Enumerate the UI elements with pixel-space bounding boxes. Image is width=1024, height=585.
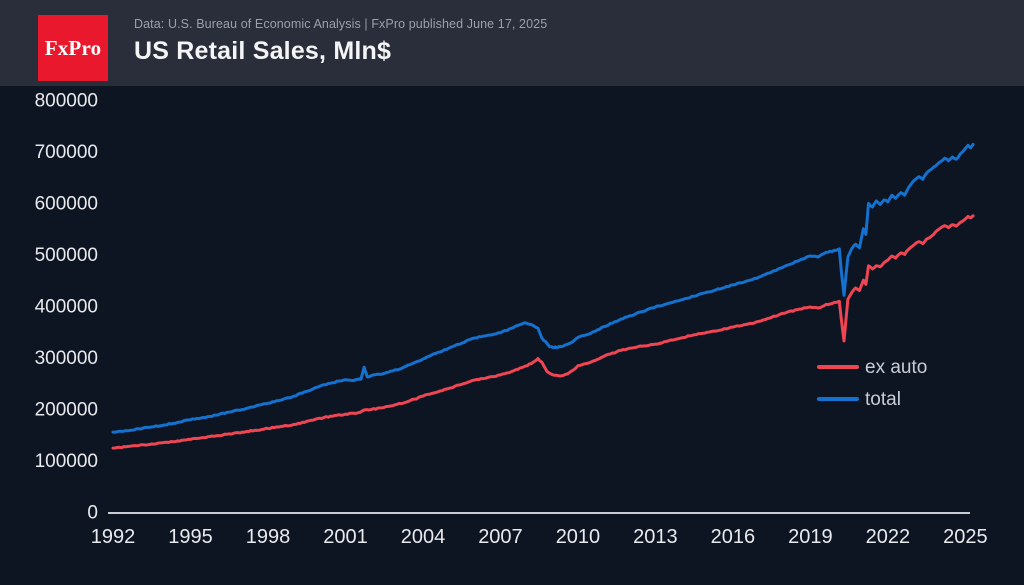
x-axis-label: 2007: [478, 526, 523, 548]
x-axis-label: 2004: [401, 526, 446, 548]
logo-text: FxPro: [44, 35, 102, 60]
y-axis-label: 600000: [35, 194, 98, 215]
x-axis-label: 2013: [633, 526, 678, 548]
header-bar: FxPro Data: U.S. Bureau of Economic Anal…: [0, 0, 1024, 86]
x-axis-label: 2025: [943, 526, 988, 548]
y-axis-label: 300000: [35, 348, 98, 369]
x-axis-label: 2001: [323, 526, 368, 548]
x-axis-label: 2016: [711, 526, 756, 548]
x-axis-label: 1998: [246, 526, 291, 548]
y-axis-label: 0: [87, 503, 98, 524]
y-axis-label: 200000: [35, 400, 98, 421]
chart-legend: ex auto total: [817, 351, 927, 415]
chart-title: US Retail Sales, Mln$: [134, 37, 392, 65]
legend-swatch-total: [817, 397, 859, 401]
legend-item-ex-auto: ex auto: [817, 351, 927, 383]
series-line-ex-auto: [111, 214, 975, 450]
y-axis-label: 400000: [35, 297, 98, 318]
x-axis-label: 2019: [788, 526, 833, 548]
data-source-caption: Data: U.S. Bureau of Economic Analysis |…: [134, 17, 548, 31]
y-axis-label: 500000: [35, 245, 98, 266]
x-axis-label: 1995: [168, 526, 213, 548]
y-axis-label: 100000: [35, 451, 98, 472]
y-axis-label: 700000: [35, 142, 98, 163]
x-axis-label: 2022: [866, 526, 911, 548]
legend-label-ex-auto: ex auto: [865, 356, 928, 378]
y-axis-label: 800000: [35, 91, 98, 112]
x-axis-label: 1992: [91, 526, 136, 548]
legend-swatch-ex-auto: [817, 365, 859, 369]
x-axis-label: 2010: [556, 526, 601, 548]
series-line-total: [111, 142, 975, 434]
legend-label-total: total: [865, 388, 901, 410]
header-captions: Data: U.S. Bureau of Economic Analysis |…: [134, 16, 547, 65]
fxpro-logo: FxPro: [38, 15, 108, 81]
legend-item-total: total: [817, 383, 927, 415]
